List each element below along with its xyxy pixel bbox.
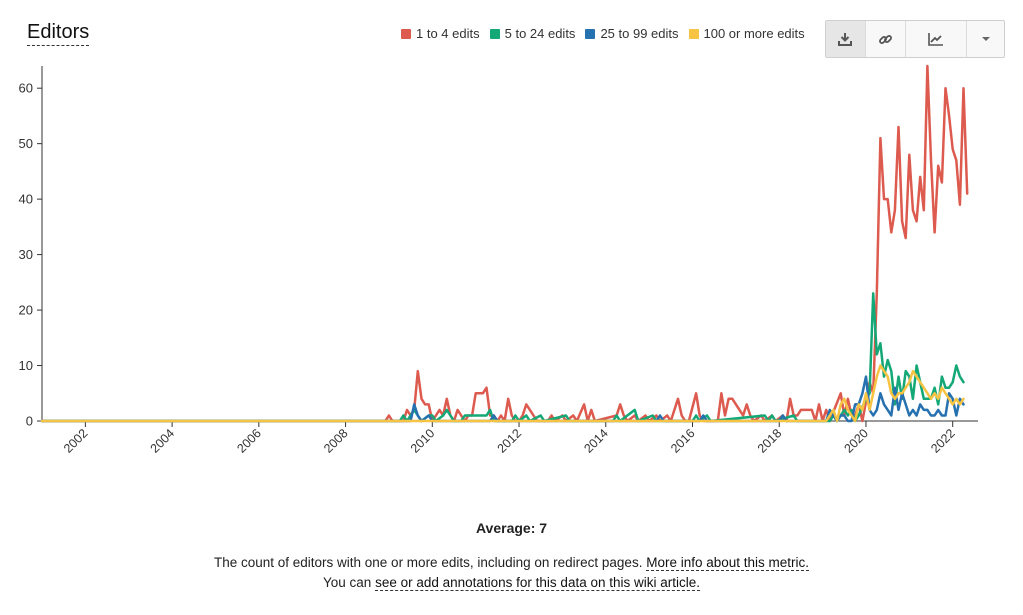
legend-swatch: [688, 28, 699, 39]
annotation-prefix: You can: [322, 575, 372, 590]
series-line-1: [40, 64, 969, 423]
legend-swatch: [585, 28, 596, 39]
link-icon: [878, 34, 892, 44]
download-icon: [838, 33, 853, 46]
y-tick-label: 20: [19, 303, 33, 318]
description-text: The count of editors with one or more ed…: [213, 555, 643, 570]
y-tick-label: 30: [19, 247, 33, 262]
chart-type-button[interactable]: [906, 21, 968, 57]
x-tick-label: 2016: [668, 426, 698, 456]
chart-toolbar: [825, 20, 1005, 58]
y-tick-label: 50: [19, 136, 33, 151]
legend-item-100-plus[interactable]: 100 or more edits: [688, 26, 805, 41]
x-tick-label: 2022: [928, 426, 958, 456]
y-tick-label: 0: [26, 414, 33, 429]
legend-swatch: [401, 28, 411, 39]
x-tick-label: 2008: [321, 426, 351, 456]
series-line-4: [40, 364, 965, 423]
download-button[interactable]: [826, 21, 866, 57]
y-tick-label: 10: [19, 358, 33, 373]
chart-title[interactable]: Editors: [27, 20, 90, 46]
legend-label: 5 to 24 edits: [504, 26, 576, 41]
chart-legend: 1 to 4 edits 5 to 24 edits 25 to 99 edit…: [401, 26, 805, 41]
x-tick-label: 2002: [61, 426, 91, 456]
link-button[interactable]: [866, 21, 906, 57]
x-tick-label: 2006: [234, 426, 264, 456]
average-value: Average: 7: [475, 520, 548, 536]
legend-item-25-to-99[interactable]: 25 to 99 edits: [585, 26, 679, 41]
x-tick-label: 2012: [495, 426, 525, 456]
series-line-2: [40, 292, 965, 423]
legend-label: 25 to 99 edits: [600, 26, 679, 41]
annotation-link[interactable]: see or add annotations for this data on …: [375, 575, 700, 591]
caret-down-icon: [981, 37, 990, 41]
legend-label: 100 or more edits: [703, 26, 805, 41]
more-options-button[interactable]: [967, 21, 1004, 57]
x-tick-label: 2020: [842, 426, 872, 456]
metric-description: The count of editors with one or more ed…: [0, 553, 1023, 593]
y-tick-label: 60: [19, 81, 33, 96]
description-line-1: The count of editors with one or more ed…: [0, 553, 1023, 573]
y-tick-label: 40: [19, 192, 33, 207]
trend-chart-icon: [928, 33, 943, 46]
x-tick-label: 2010: [408, 426, 438, 456]
x-tick-label: 2004: [148, 426, 178, 456]
x-tick-label: 2014: [581, 426, 611, 456]
more-info-link[interactable]: More info about this metric.: [646, 555, 810, 571]
legend-swatch: [489, 28, 500, 39]
legend-item-5-to-24[interactable]: 5 to 24 edits: [489, 26, 576, 41]
legend-label: 1 to 4 edits: [416, 26, 480, 41]
legend-item-1-to-4[interactable]: 1 to 4 edits: [401, 26, 480, 41]
description-line-2: You can see or add annotations for this …: [0, 573, 1023, 593]
x-tick-label: 2018: [755, 426, 785, 456]
